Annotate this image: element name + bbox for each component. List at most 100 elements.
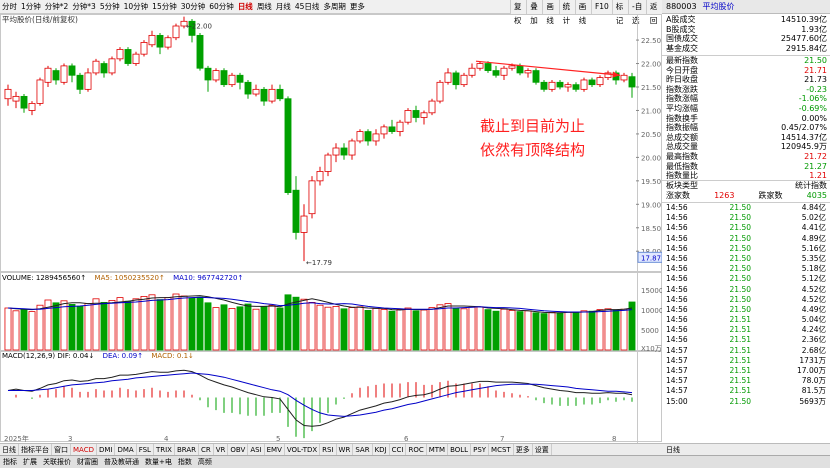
status-item[interactable]: 扩展 bbox=[23, 458, 37, 466]
indicator-tab[interactable]: MACD bbox=[71, 443, 97, 456]
status-item[interactable]: 财富圈 bbox=[77, 458, 98, 466]
period-tab[interactable]: 45日线 bbox=[294, 1, 320, 11]
period-tab[interactable]: 更多 bbox=[349, 1, 365, 11]
kline-chart-area[interactable]: 22.50 22.00 21.50 21.00 20.50 20.00 19.50 19.00… bbox=[0, 14, 662, 443]
period-tab[interactable]: 月线 bbox=[275, 1, 291, 11]
indicator-tab[interactable]: 日线 bbox=[0, 443, 19, 456]
tick-amount: 1731万 bbox=[799, 355, 826, 365]
candle-body bbox=[572, 84, 580, 90]
period-tab[interactable]: 多周期 bbox=[323, 1, 346, 11]
indicator-tab[interactable]: ASI bbox=[248, 443, 265, 456]
chart-tool-tab[interactable]: -自选 bbox=[627, 0, 646, 25]
current-price-label: 17.87 bbox=[641, 254, 661, 262]
tick-row: 14:57 21.51 1731万 bbox=[662, 356, 830, 366]
indicator-tab[interactable]: BOLL bbox=[448, 443, 472, 456]
candle-body bbox=[372, 133, 380, 142]
tick-list[interactable]: 14:56 21.50 4.84亿 14:56 21.50 5.02亿 14:56 21.50… bbox=[662, 202, 830, 407]
chart-tool-tab[interactable]: 统计 bbox=[558, 0, 575, 25]
indicator-tab[interactable]: SAR bbox=[353, 443, 373, 456]
candle-body bbox=[164, 37, 172, 48]
period-tab[interactable]: 10分钟 bbox=[123, 1, 149, 11]
volume-bar bbox=[372, 307, 380, 351]
volume-bar bbox=[68, 303, 76, 351]
chart-tool-tab[interactable]: 复权 bbox=[510, 0, 526, 25]
indicator-tab[interactable]: 窗口 bbox=[52, 443, 71, 456]
bottom-right-tab[interactable]: 日线 bbox=[666, 446, 680, 454]
status-item[interactable]: 数量+电 bbox=[145, 458, 172, 466]
candle-body bbox=[252, 88, 260, 95]
status-item[interactable]: 高频 bbox=[197, 458, 212, 466]
quote-row: 昨日收盘 21.73 bbox=[662, 75, 830, 85]
chart-tool-tab[interactable]: 画线 bbox=[542, 0, 558, 25]
candle-body bbox=[324, 154, 332, 172]
period-tab[interactable]: 分钟*2 bbox=[44, 1, 69, 11]
down-count: 4035 bbox=[806, 190, 827, 200]
down-count-label: 跌家数 bbox=[758, 190, 783, 200]
tick-time: 14:57 bbox=[666, 345, 688, 355]
indicator-tab[interactable]: ROC bbox=[406, 443, 427, 456]
indicator-tab[interactable]: BRAR bbox=[175, 443, 199, 456]
status-item[interactable]: 指数 bbox=[177, 458, 192, 466]
period-tab[interactable]: 15分钟 bbox=[152, 1, 177, 11]
volume-bar bbox=[124, 300, 132, 351]
indicator-tab[interactable]: DMA bbox=[115, 443, 137, 456]
indicator-tab[interactable]: EMV bbox=[265, 443, 285, 456]
tick-price: 21.50 bbox=[729, 274, 751, 284]
indicator-tab[interactable]: FSL bbox=[137, 443, 154, 456]
turnover-panel: A股成交 14510.39亿 B股成交 1.93亿 国债成交 25477.60亿 基金成交 2… bbox=[662, 15, 830, 53]
period-tab[interactable]: 分时 bbox=[2, 1, 17, 11]
x-axis-label: 4 bbox=[164, 435, 169, 443]
quote-row: 指数量比 1.21 bbox=[662, 171, 830, 181]
indicator-tab[interactable]: VR bbox=[214, 443, 229, 456]
indicator-tab[interactable]: 更多 bbox=[514, 443, 533, 456]
period-tab[interactable]: 日线 bbox=[237, 1, 253, 11]
status-item[interactable]: 普及教研通 bbox=[104, 458, 139, 466]
indicator-tab[interactable]: MTM bbox=[427, 443, 449, 456]
quote-value: 1.21 bbox=[809, 171, 827, 181]
chart-tool-tab[interactable]: F10 bbox=[590, 0, 612, 14]
volume-bar bbox=[220, 304, 228, 351]
candle-body bbox=[116, 49, 124, 60]
candle-body bbox=[388, 126, 396, 132]
indicator-tab[interactable]: 指标平台 bbox=[19, 443, 52, 456]
chart-tool-tab[interactable]: 叠加 bbox=[526, 0, 542, 25]
indicator-tab[interactable]: DMI bbox=[97, 443, 116, 456]
tick-price: 21.51 bbox=[729, 325, 751, 335]
candle-body bbox=[460, 74, 468, 86]
quote-row: 基金成交 2915.84亿 bbox=[662, 44, 830, 54]
quote-label: A股成交 bbox=[666, 15, 696, 24]
indicator-tab[interactable]: CCI bbox=[390, 443, 407, 456]
status-item[interactable]: 关联报价 bbox=[43, 458, 71, 466]
period-tab[interactable]: 60分钟 bbox=[209, 1, 234, 11]
indicator-tab[interactable]: VOL-TDX bbox=[285, 443, 321, 456]
chart-tool-tab[interactable]: 返回 bbox=[645, 0, 662, 25]
indicator-tab[interactable]: 设置 bbox=[533, 443, 552, 456]
tick-price: 21.51 bbox=[729, 345, 751, 355]
period-tab[interactable]: 30分钟 bbox=[180, 1, 206, 11]
period-tab[interactable]: 1分钟 bbox=[21, 1, 41, 11]
chart-tool-tab[interactable]: 画线 bbox=[574, 0, 591, 25]
indicator-tab[interactable]: WR bbox=[337, 443, 354, 456]
tick-row: 14:56 21.50 4.52亿 bbox=[662, 285, 830, 295]
breadth-panel: 板块类型 统计指数 涨家数 1263 跌家数 4035 bbox=[662, 180, 830, 200]
period-tab[interactable]: 5分钟 bbox=[99, 1, 120, 11]
indicator-tab[interactable]: CR bbox=[199, 443, 214, 456]
volume-bar bbox=[84, 303, 92, 351]
volume-bar bbox=[476, 306, 484, 351]
indicator-tab[interactable]: MCST bbox=[489, 443, 514, 456]
tick-time: 14:57 bbox=[666, 376, 688, 386]
indicator-tab[interactable]: OBV bbox=[228, 443, 249, 456]
tick-price: 21.50 bbox=[729, 304, 751, 314]
status-item[interactable]: 指标 bbox=[3, 458, 17, 466]
tick-price: 21.51 bbox=[729, 386, 751, 396]
period-tab[interactable]: 周线 bbox=[256, 1, 272, 11]
volume-bar bbox=[500, 308, 508, 351]
indicator-tab[interactable]: KDJ bbox=[373, 443, 390, 456]
candle-body bbox=[348, 140, 356, 156]
chart-tool-tab[interactable]: 标记 bbox=[611, 0, 628, 25]
period-tab[interactable]: 分钟*3 bbox=[72, 1, 96, 11]
indicator-tab[interactable]: RSI bbox=[320, 443, 337, 456]
indicator-tab[interactable]: PSY bbox=[471, 443, 490, 456]
indicator-tab[interactable]: TRIX bbox=[154, 443, 175, 456]
tick-time: 14:56 bbox=[666, 294, 688, 304]
